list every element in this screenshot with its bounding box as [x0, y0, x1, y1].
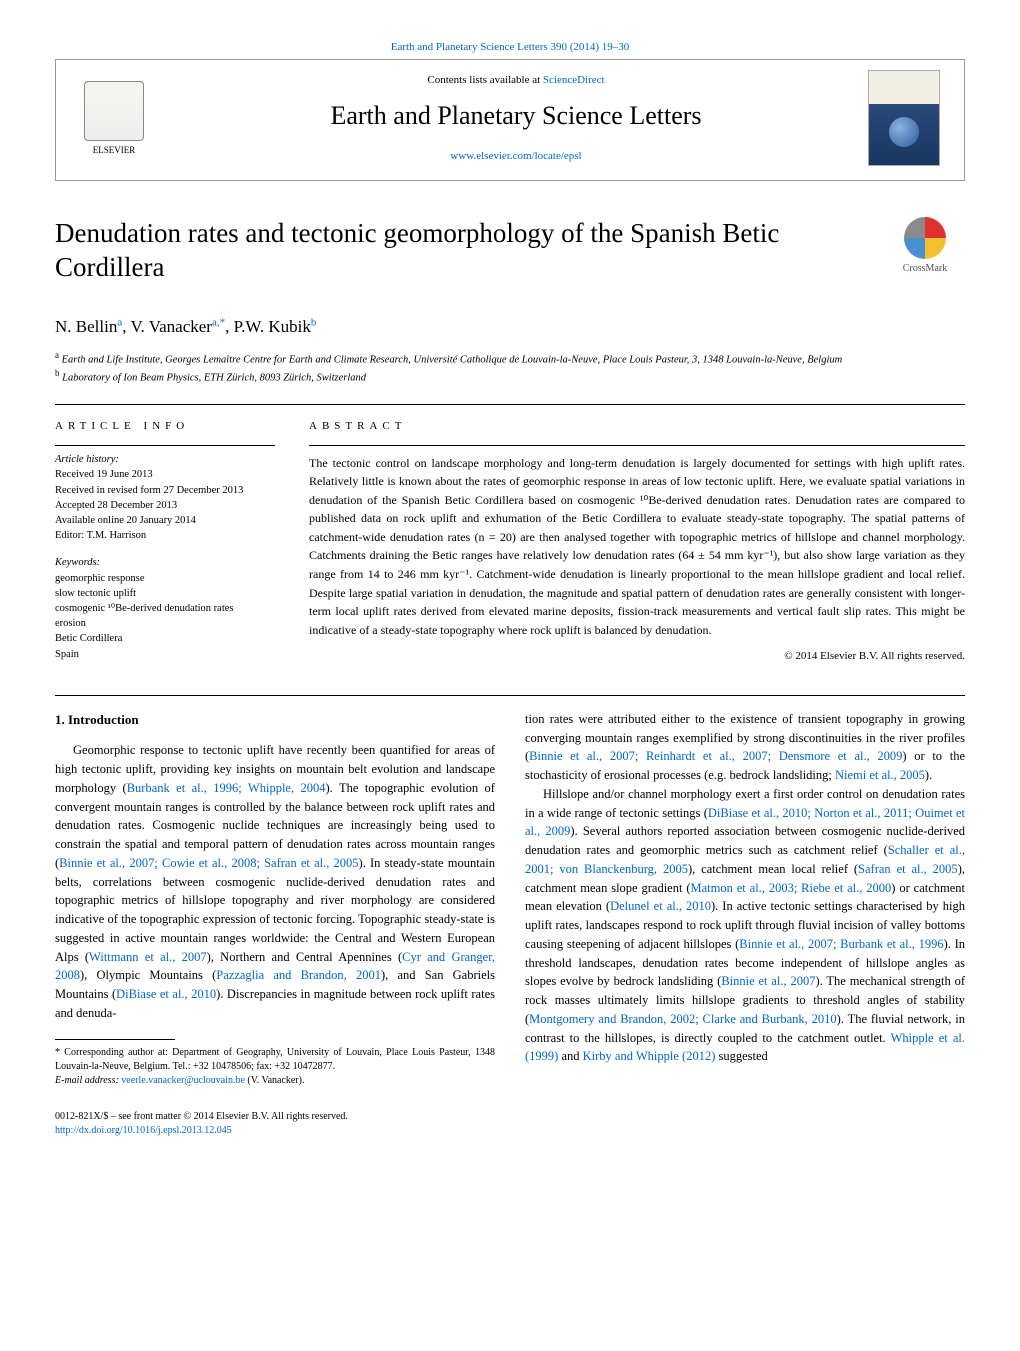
body-column-left: 1. Introduction Geomorphic response to t… [55, 710, 495, 1088]
sciencedirect-link[interactable]: ScienceDirect [543, 74, 605, 86]
divider [55, 404, 965, 405]
keyword: geomorphic response [55, 571, 275, 586]
citation-link[interactable]: Burbank et al., 1996; Whipple, 2004 [127, 781, 326, 795]
citation-link[interactable]: Niemi et al., 2005 [835, 768, 925, 782]
citation-link[interactable]: Kirby and Whipple (2012) [583, 1049, 716, 1063]
citation-link[interactable]: Safran et al., 2005 [858, 862, 958, 876]
crossmark-badge[interactable]: CrossMark [885, 217, 965, 276]
author-sup: a [117, 316, 122, 328]
affiliation: Laboratory of Ion Beam Physics, ETH Züri… [62, 373, 366, 384]
history-item: Accepted 28 December 2013 [55, 498, 275, 513]
keyword: Betic Cordillera [55, 631, 275, 646]
divider [55, 445, 275, 446]
author: V. Vanacker [130, 317, 212, 336]
article-title: Denudation rates and tectonic geomorphol… [55, 217, 865, 285]
author-sup: a,* [212, 316, 225, 328]
journal-citation-link[interactable]: Earth and Planetary Science Letters 390 … [391, 41, 630, 53]
author: N. Bellin [55, 317, 117, 336]
citation-link[interactable]: Binnie et al., 2007; Reinhardt et al., 2… [529, 749, 902, 763]
body-paragraph: Hillslope and/or channel morphology exer… [525, 785, 965, 1066]
history-item: Received 19 June 2013 [55, 467, 275, 482]
author: P.W. Kubik [234, 317, 311, 336]
body-paragraph: tion rates were attributed either to the… [525, 710, 965, 785]
header-citation: Earth and Planetary Science Letters 390 … [55, 40, 965, 55]
author-sup: b [311, 316, 317, 328]
front-matter-line: 0012-821X/$ – see front matter © 2014 El… [55, 1110, 965, 1124]
body-columns: 1. Introduction Geomorphic response to t… [55, 710, 965, 1088]
abstract-text: The tectonic control on landscape morpho… [309, 454, 965, 640]
email-link[interactable]: veerle.vanacker@uclouvain.be [121, 1075, 245, 1086]
elsevier-tree-icon [84, 81, 144, 141]
copyright-line: © 2014 Elsevier B.V. All rights reserved… [309, 649, 965, 664]
citation-link[interactable]: Pazzaglia and Brandon, 2001 [216, 968, 381, 982]
citation-link[interactable]: Matmon et al., 2003; Riebe et al., 2000 [691, 881, 892, 895]
history-item: Available online 20 January 2014 [55, 513, 275, 528]
abstract-heading: abstract [309, 419, 965, 434]
journal-homepage-link[interactable]: www.elsevier.com/locate/epsl [164, 149, 868, 164]
authors-line: N. Bellina, V. Vanackera,*, P.W. Kubikb [55, 315, 965, 339]
elsevier-label: ELSEVIER [93, 144, 136, 157]
contents-line: Contents lists available at ScienceDirec… [164, 73, 868, 88]
elsevier-logo: ELSEVIER [74, 74, 154, 162]
keyword: slow tectonic uplift [55, 586, 275, 601]
crossmark-label: CrossMark [903, 262, 947, 276]
citation-link[interactable]: Binnie et al., 2007 [721, 974, 815, 988]
history-label: Article history: [55, 452, 275, 467]
keyword: erosion [55, 616, 275, 631]
article-info-column: article info Article history: Received 1… [55, 419, 275, 665]
journal-name: Earth and Planetary Science Letters [164, 98, 868, 134]
citation-link[interactable]: Wittmann et al., 2007 [89, 950, 207, 964]
footnote-separator [55, 1039, 175, 1040]
journal-header: ELSEVIER Contents lists available at Sci… [55, 59, 965, 181]
doi-link[interactable]: http://dx.doi.org/10.1016/j.epsl.2013.12… [55, 1124, 965, 1138]
citation-link[interactable]: Montgomery and Brandon, 2002; Clarke and… [529, 1012, 836, 1026]
abstract-column: abstract The tectonic control on landsca… [309, 419, 965, 665]
history-item: Editor: T.M. Harrison [55, 528, 275, 543]
citation-link[interactable]: Delunel et al., 2010 [610, 899, 711, 913]
keyword: cosmogenic ¹⁰Be-derived denudation rates [55, 601, 275, 616]
corresponding-footnote: * Corresponding author at: Department of… [55, 1046, 495, 1074]
body-paragraph: Geomorphic response to tectonic uplift h… [55, 741, 495, 1022]
divider [55, 695, 965, 696]
section-heading: 1. Introduction [55, 710, 495, 730]
journal-cover-icon [868, 70, 940, 166]
crossmark-icon [904, 217, 946, 259]
keywords-label: Keywords: [55, 555, 275, 570]
affiliations: a Earth and Life Institute, Georges Lema… [55, 349, 965, 386]
footer-block: 0012-821X/$ – see front matter © 2014 El… [55, 1110, 965, 1138]
citation-link[interactable]: Binnie et al., 2007; Burbank et al., 199… [739, 937, 943, 951]
article-info-heading: article info [55, 419, 275, 435]
keyword: Spain [55, 647, 275, 662]
body-column-right: tion rates were attributed either to the… [525, 710, 965, 1088]
history-item: Received in revised form 27 December 201… [55, 483, 275, 498]
affiliation: Earth and Life Institute, Georges Lemaît… [62, 354, 843, 365]
divider [309, 445, 965, 446]
citation-link[interactable]: DiBiase et al., 2010 [116, 987, 216, 1001]
citation-link[interactable]: Binnie et al., 2007; Cowie et al., 2008;… [59, 856, 358, 870]
email-footnote: E-mail address: veerle.vanacker@uclouvai… [55, 1074, 495, 1088]
